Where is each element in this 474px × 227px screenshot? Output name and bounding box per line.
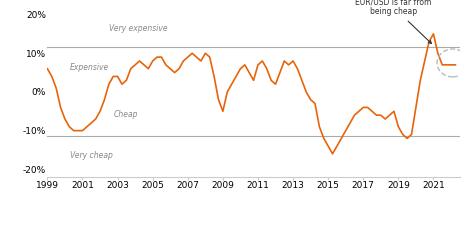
Text: Very cheap: Very cheap bbox=[70, 151, 113, 160]
Text: Expensive: Expensive bbox=[70, 63, 109, 72]
Text: Very expensive: Very expensive bbox=[109, 24, 167, 33]
Text: EUR/USD is far from
being cheap: EUR/USD is far from being cheap bbox=[355, 0, 431, 44]
Text: Cheap: Cheap bbox=[114, 110, 138, 119]
